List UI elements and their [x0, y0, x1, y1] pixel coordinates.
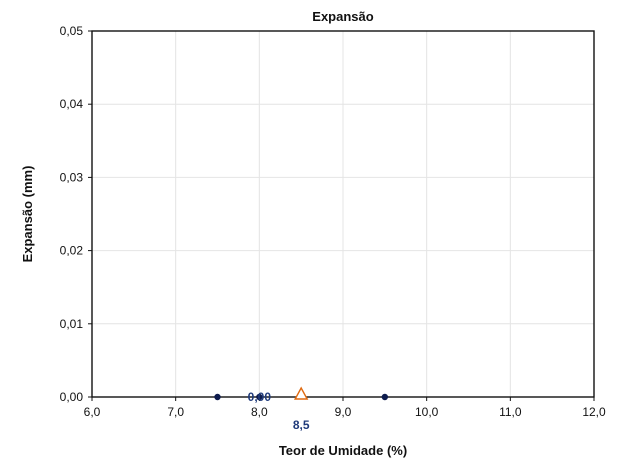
y-tick-label: 0,03 — [60, 170, 84, 184]
data-label: 8,5 — [293, 418, 310, 432]
x-axis-label: Teor de Umidade (%) — [279, 443, 407, 458]
chart-title: Expansão — [312, 9, 373, 24]
y-axis-label: Expansão (mm) — [20, 166, 35, 263]
y-tick-label: 0,02 — [60, 244, 84, 258]
y-tick-label: 0,04 — [60, 97, 84, 111]
y-tick-label: 0,01 — [60, 317, 84, 331]
x-tick-label: 12,0 — [582, 405, 606, 419]
data-point — [256, 393, 263, 401]
x-tick-label: 6,0 — [84, 405, 101, 419]
data-point-triangle — [293, 386, 309, 400]
data-label: 0,00 — [248, 390, 272, 404]
y-tick-label: 0,00 — [60, 390, 84, 404]
x-tick-label: 7,0 — [167, 405, 184, 419]
data-labels: 0,00 8,5 — [248, 390, 310, 432]
data-points — [214, 386, 389, 401]
data-point — [381, 393, 389, 401]
x-tick-label: 11,0 — [499, 405, 522, 419]
x-tick-label: 8,0 — [251, 405, 268, 419]
data-point — [214, 393, 221, 401]
x-tick-label: 10,0 — [415, 405, 439, 419]
x-tick-label: 9,0 — [335, 405, 352, 419]
grid-lines — [92, 31, 594, 397]
axis-ticks: 6,0 7,0 8,0 9,0 10,0 11,0 12,0 0,00 0,01 0,02 0,03… — [60, 24, 606, 419]
y-tick-label: 0,05 — [60, 24, 84, 38]
